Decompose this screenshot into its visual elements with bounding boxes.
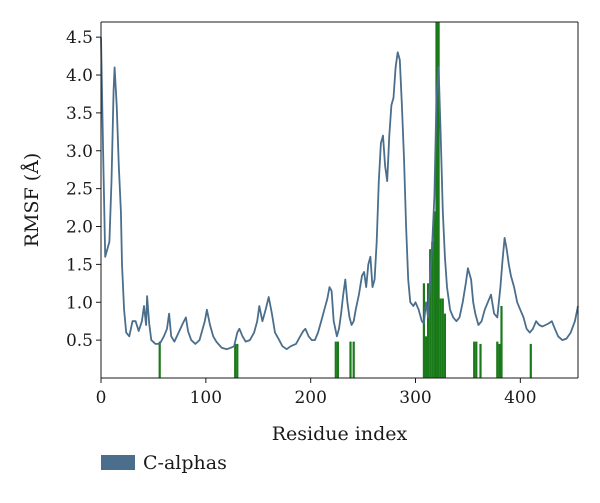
- contact-bar-21: [479, 343, 482, 378]
- contact-bar-1: [234, 343, 237, 378]
- y-tick-label-3: 3.0: [66, 142, 93, 162]
- contact-bar-20: [475, 341, 478, 378]
- x-tick-label-400: 400: [504, 388, 536, 408]
- contact-bar-25: [529, 343, 532, 378]
- contact-bar-7: [422, 283, 425, 378]
- contact-bar-22: [496, 341, 499, 378]
- contact-bar-23: [498, 343, 501, 378]
- contact-bar-18: [443, 313, 446, 378]
- contact-bar-15: [437, 22, 440, 378]
- y-tick-label-2: 2.0: [66, 218, 93, 238]
- contact-bar-2: [236, 343, 239, 378]
- x-tick-label-200: 200: [294, 388, 326, 408]
- contact-bar-4: [336, 341, 339, 378]
- contact-bar-5: [349, 341, 352, 378]
- x-tick-label-0: 0: [96, 388, 107, 408]
- axes: 0 100 200 300 400 0.5 1.0 1.5 2.0 2.5 3.0 3.5 4.0 4.5: [66, 21, 579, 408]
- y-tick-label-4: 4.0: [66, 66, 93, 86]
- contact-bar-9: [427, 283, 430, 378]
- contact-bar-8: [424, 336, 428, 378]
- legend-swatch-c-alphas: [101, 455, 135, 470]
- y-tick-label-0.5: 0.5: [66, 331, 93, 351]
- contact-bar-0: [158, 341, 161, 378]
- y-tick-label-1.5: 1.5: [66, 255, 93, 275]
- y-tick-label-2.5: 2.5: [66, 180, 93, 200]
- y-tick-label-4.5: 4.5: [66, 28, 93, 48]
- contact-bar-19: [473, 341, 476, 378]
- contact-bar-16: [439, 298, 442, 378]
- contact-bar-3: [334, 341, 337, 378]
- legend-label-c-alphas: C-alphas: [143, 452, 227, 474]
- contact-bar-17: [441, 298, 444, 378]
- contact-bar-11: [431, 241, 434, 378]
- x-tick-label-100: 100: [190, 388, 222, 408]
- legend: C-alphas: [101, 452, 227, 474]
- contact-bar-6: [352, 341, 355, 378]
- y-tick-label-1: 1.0: [66, 293, 93, 313]
- contact-bar-10: [429, 249, 432, 378]
- y-axis-title: RMSF (Å): [21, 153, 43, 248]
- contact-bars-series: [158, 22, 532, 378]
- x-axis-title: Residue index: [272, 423, 408, 445]
- y-tick-label-3.5: 3.5: [66, 104, 93, 124]
- series-line-c-alphas: [100, 37, 579, 351]
- contact-bar-12: [433, 211, 436, 378]
- contact-bar-24: [500, 306, 503, 378]
- x-tick-label-300: 300: [399, 388, 431, 408]
